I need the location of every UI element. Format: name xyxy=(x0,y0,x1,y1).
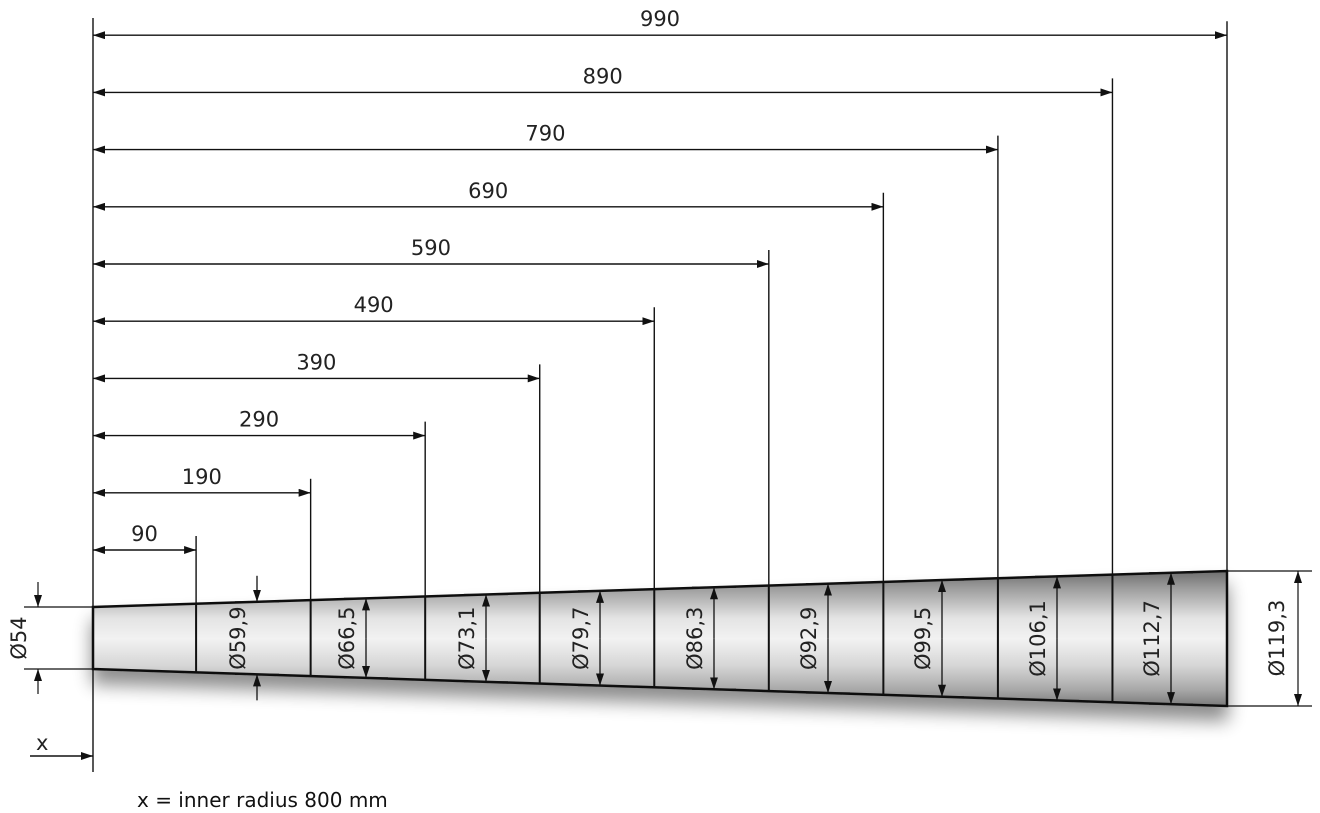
note-text: x = inner radius 800 mm xyxy=(137,788,388,812)
diameter-label: Ø79,7 xyxy=(569,607,593,670)
length-label: 890 xyxy=(583,64,623,88)
diameter-label: Ø66,5 xyxy=(335,606,359,669)
length-label: 90 xyxy=(131,522,158,546)
length-label: 790 xyxy=(525,122,565,146)
end-diameter-dimension: Ø119,3 xyxy=(1227,570,1312,707)
start-diameter-dimension: Ø54 xyxy=(7,582,93,694)
end-diameter-label: Ø119,3 xyxy=(1265,600,1289,677)
diameter-label: Ø106,1 xyxy=(1026,600,1050,677)
diameter-label: Ø73,1 xyxy=(455,607,479,670)
section-lines xyxy=(195,574,1114,703)
diameter-label: Ø99,5 xyxy=(911,607,935,670)
diameter-label: Ø112,7 xyxy=(1140,600,1164,677)
length-label: 390 xyxy=(296,350,336,374)
length-label: 190 xyxy=(182,465,222,489)
length-label: 490 xyxy=(354,293,394,317)
length-label: 690 xyxy=(468,179,508,203)
diameter-label: Ø86,3 xyxy=(683,607,707,670)
diameter-dimensions: Ø59,9 Ø66,5 Ø73,1 Ø79,7 Ø86,3 Ø92,9 Ø99,5 Ø106,… xyxy=(226,572,1193,705)
length-dimensions: 90 190 290 390 490 590 690 790 890 990 xyxy=(93,7,1228,604)
diameter-label: Ø92,9 xyxy=(797,607,821,670)
x-axis-label: x xyxy=(36,731,48,755)
diameter-label: Ø59,9 xyxy=(226,606,250,669)
start-diameter-label: Ø54 xyxy=(7,616,31,659)
length-label: 290 xyxy=(239,408,279,432)
length-label: 990 xyxy=(640,7,680,31)
length-label: 590 xyxy=(411,236,451,260)
